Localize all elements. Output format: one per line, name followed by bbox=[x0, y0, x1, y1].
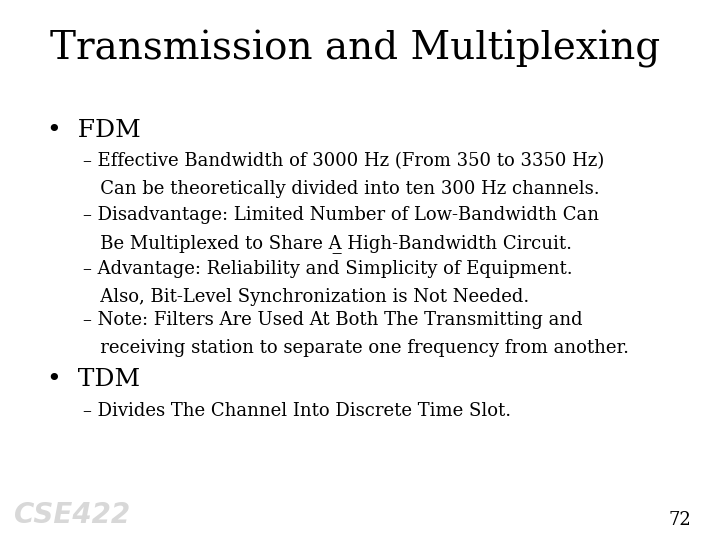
Text: Transmission and Multiplexing: Transmission and Multiplexing bbox=[50, 30, 661, 68]
Text: •  FDM: • FDM bbox=[47, 119, 140, 142]
Text: CSE422: CSE422 bbox=[14, 501, 130, 529]
Text: Can be theoretically divided into ten 300 Hz channels.: Can be theoretically divided into ten 30… bbox=[83, 180, 600, 198]
Text: – Divides The Channel Into Discrete Time Slot.: – Divides The Channel Into Discrete Time… bbox=[83, 402, 511, 420]
Text: – Disadvantage: Limited Number of Low-Bandwidth Can: – Disadvantage: Limited Number of Low-Ba… bbox=[83, 206, 599, 224]
Text: Be Multiplexed to Share A̲ High-Bandwidth Circuit.: Be Multiplexed to Share A̲ High-Bandwidt… bbox=[83, 234, 572, 253]
Text: •  TDM: • TDM bbox=[47, 368, 140, 392]
Text: – Note: Filters Are Used At Both The Transmitting and: – Note: Filters Are Used At Both The Tra… bbox=[83, 311, 582, 329]
Text: 72: 72 bbox=[668, 511, 691, 529]
Text: Also, Bit-Level Synchronization is Not Needed.: Also, Bit-Level Synchronization is Not N… bbox=[83, 288, 529, 306]
Text: – Advantage: Reliability and Simplicity of Equipment.: – Advantage: Reliability and Simplicity … bbox=[83, 260, 572, 278]
Text: receiving station to separate one frequency from another.: receiving station to separate one freque… bbox=[83, 339, 629, 357]
Text: – Effective Bandwidth of 3000 Hz (From 350 to 3350 Hz): – Effective Bandwidth of 3000 Hz (From 3… bbox=[83, 152, 604, 170]
